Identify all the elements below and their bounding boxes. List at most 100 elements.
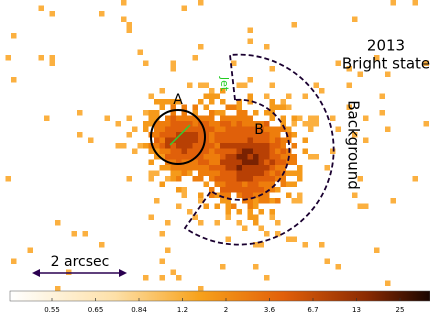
pixel: [374, 248, 380, 254]
pixel: [149, 94, 155, 100]
pixel: [187, 149, 193, 155]
pixel: [28, 248, 34, 254]
pixel: [220, 99, 226, 105]
pixel: [182, 171, 188, 177]
pixel: [237, 160, 243, 166]
pixel: [303, 121, 309, 127]
pixel: [292, 182, 298, 188]
pixel: [165, 149, 171, 155]
pixel: [281, 160, 287, 166]
pixel: [215, 132, 221, 138]
pixel: [264, 132, 270, 138]
pixel: [226, 149, 232, 155]
pixel: [198, 176, 204, 182]
pixel: [237, 116, 243, 122]
pixel: [281, 99, 287, 105]
pixel: [176, 275, 182, 281]
pixel: [264, 171, 270, 177]
pixel: [297, 165, 303, 171]
pixel: [242, 160, 248, 166]
pixel: [198, 44, 204, 50]
pixel: [270, 99, 276, 105]
pixel: [121, 143, 127, 149]
pixel: [220, 127, 226, 133]
pixel: [286, 94, 292, 100]
pixel: [121, 0, 127, 6]
pixel: [325, 259, 331, 265]
pixel: [259, 198, 265, 204]
pixel: [242, 83, 248, 89]
pixel: [138, 50, 144, 56]
pixel: [253, 204, 259, 210]
pixel: [198, 160, 204, 166]
pixel: [308, 127, 314, 133]
pixel: [413, 176, 419, 182]
pixel: [55, 220, 61, 226]
pixel: [176, 204, 182, 210]
pixel: [220, 198, 226, 204]
pixel: [270, 198, 276, 204]
pixel: [154, 143, 160, 149]
pixel: [160, 132, 166, 138]
pixel: [193, 149, 199, 155]
pixel: [209, 165, 215, 171]
pixel: [292, 154, 298, 160]
pixel: [182, 121, 188, 127]
pixel: [220, 132, 226, 138]
pixel: [242, 182, 248, 188]
pixel: [391, 0, 397, 6]
pixel: [259, 187, 265, 193]
pixel: [253, 176, 259, 182]
year-label: 2013: [367, 37, 405, 55]
pixel: [193, 55, 199, 61]
pixel: [209, 154, 215, 160]
pixel: [248, 143, 254, 149]
pixel: [270, 83, 276, 89]
pixel: [204, 116, 210, 122]
pixel: [231, 160, 237, 166]
pixel: [275, 171, 281, 177]
pixel: [215, 110, 221, 116]
pixel: [248, 28, 254, 34]
pixel: [72, 231, 78, 237]
pixel: [248, 127, 254, 133]
pixel: [220, 110, 226, 116]
pixel: [363, 204, 369, 210]
pixel: [292, 198, 298, 204]
pixel: [209, 143, 215, 149]
pixel: [198, 132, 204, 138]
pixel: [176, 149, 182, 155]
pixel: [248, 182, 254, 188]
pixel: [215, 94, 221, 100]
pixel: [220, 171, 226, 177]
pixel: [204, 149, 210, 155]
pixel: [319, 242, 325, 248]
colorbar: [10, 291, 430, 301]
pixel: [160, 105, 166, 111]
pixel: [154, 138, 160, 144]
pixel: [149, 176, 155, 182]
pixel: [193, 127, 199, 133]
pixel: [237, 171, 243, 177]
pixel: [165, 143, 171, 149]
pixel: [231, 204, 237, 210]
state-label: Bright state: [342, 55, 430, 73]
source-b-label: B: [254, 122, 264, 138]
pixel: [171, 127, 177, 133]
pixel: [143, 143, 149, 149]
pixel: [182, 138, 188, 144]
pixel: [391, 198, 397, 204]
pixel: [204, 94, 210, 100]
pixel: [193, 176, 199, 182]
pixel: [281, 143, 287, 149]
pixel: [116, 121, 122, 127]
pixel: [132, 127, 138, 133]
pixel: [253, 264, 259, 270]
pixel: [149, 110, 155, 116]
pixel: [215, 182, 221, 188]
pixel: [154, 99, 160, 105]
pixel: [209, 160, 215, 166]
pixel: [226, 127, 232, 133]
pixel: [127, 116, 133, 122]
pixel: [226, 105, 232, 111]
